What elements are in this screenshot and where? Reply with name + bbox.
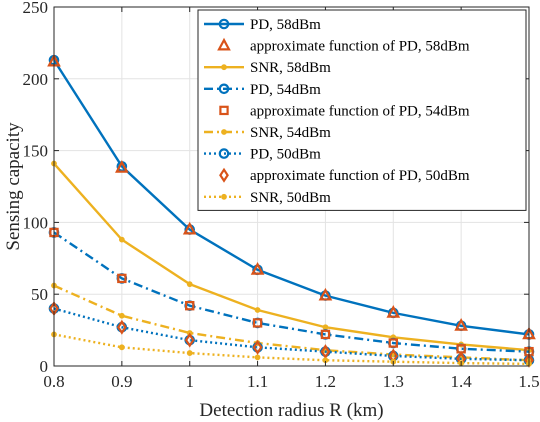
legend-item: SNR, 50dBm [204,190,331,206]
data-point [252,339,263,355]
data-point [254,307,261,313]
data-point [318,287,333,301]
data-point [182,221,197,235]
series-line [53,307,530,362]
x-tick-label: 1.1 [247,372,268,391]
data-point [386,305,401,318]
data-point [250,261,265,275]
axis-ticks: 0.8 0.9 1 1.1 1.2 1.3 1.4 1.5 0 50 100 150 200 250 [23,0,540,391]
y-tick-label: 200 [23,70,49,89]
legend-label: approximate function of PD, 54dBm [250,103,470,119]
y-tick-label: 250 [23,0,49,17]
legend-label: SNR, 54dBm [250,125,331,141]
legend-label: SNR, 58dBm [250,60,331,76]
data-point [322,324,329,331]
series-line [53,284,530,362]
legend-marker [219,167,229,183]
legend-label: PD, 50dBm [250,147,321,163]
series-layer [47,53,536,368]
series-line [52,59,530,336]
plot-frame [53,6,530,367]
legend-marker [221,193,227,200]
legend-item: PD, 54dBm [204,82,321,98]
legend-marker [218,148,230,159]
data-point [186,281,193,288]
data-point [320,344,331,360]
series-2 [47,53,536,340]
data-point [118,236,125,243]
legend-item: SNR, 58dBm [204,60,331,76]
data-point [117,273,127,284]
y-axis-label: Sensing capacity [3,122,24,251]
y-tick-label: 100 [23,213,49,232]
legend-label: approximate function of PD, 58dBm [250,39,470,55]
data-point [388,338,398,348]
y-tick-label: 50 [31,285,48,304]
legend-box [197,9,527,211]
legend-item: SNR, 54dBm [204,125,331,141]
data-point [254,354,261,361]
legend-item: approximate function of PD, 54dBm [219,103,470,119]
x-tick-label: 1.3 [383,372,404,391]
x-tick-label: 1 [185,372,194,391]
series-5 [49,227,534,357]
data-point [185,300,195,311]
data-point [252,318,263,328]
y-tick-label: 0 [40,357,49,376]
legend-marker [218,83,230,95]
legend-marker [221,129,227,135]
legend-marker [221,64,227,71]
series-line [53,231,530,353]
legend-marker [219,105,229,116]
x-tick-label: 0.8 [43,372,64,391]
data-point [186,350,193,356]
data-point [115,160,129,173]
data-point [118,312,125,319]
legend-item: PD, 58dBm [204,17,321,33]
data-point [454,317,468,331]
data-point [116,319,127,335]
legend: PD, 58dBm approximate function of PD, 58d… [197,9,527,211]
series-line [53,162,530,352]
data-point [118,344,125,351]
x-tick-label: 0.9 [111,372,132,391]
series-8 [49,301,534,368]
legend-marker [217,37,231,51]
x-axis-label: Detection radius R (km) [199,400,383,421]
series-line [53,333,530,366]
legend-label: SNR, 50dBm [250,190,331,206]
data-point [184,332,195,348]
data-point [320,329,331,340]
legend-label: PD, 58dBm [250,17,321,33]
legend-marker [218,18,230,30]
legend-label: approximate function of PD, 50dBm [250,168,470,184]
legend-item: approximate function of PD, 58dBm [217,37,470,55]
legend-item: PD, 50dBm [204,147,321,163]
x-tick-label: 1.4 [451,372,473,391]
legend-label: PD, 54dBm [250,82,321,98]
x-tick-label: 1.2 [315,372,336,391]
x-tick-label: 1.5 [518,372,539,391]
y-tick-label: 150 [23,142,49,161]
legend-item: approximate function of PD, 50dBm [219,167,470,184]
